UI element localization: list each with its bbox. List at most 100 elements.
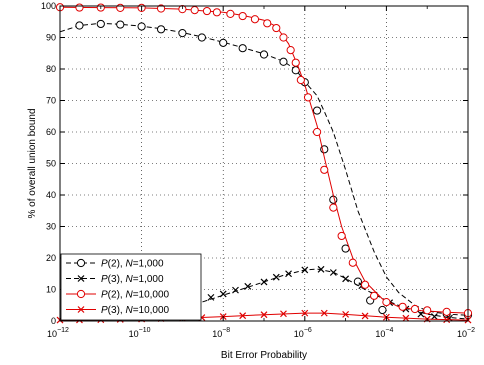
data-point xyxy=(286,46,295,55)
data-point xyxy=(207,293,215,301)
data-point xyxy=(190,5,199,15)
data-point xyxy=(291,58,300,67)
data-point xyxy=(342,275,350,283)
marker-x-stroke xyxy=(272,273,280,281)
legend-swatch-marker xyxy=(76,258,86,268)
data-point xyxy=(410,304,420,314)
data-point xyxy=(423,306,432,315)
data-point xyxy=(238,44,247,53)
y-tick-label: 40 xyxy=(46,190,56,200)
legend-label: P(3), N=1,000 xyxy=(101,274,164,285)
x-tick-label: 10−2 xyxy=(457,327,475,339)
marker-x-stroke xyxy=(301,309,309,317)
data-point xyxy=(260,311,268,319)
x-axis-label: Bit Error Probability xyxy=(221,350,307,361)
data-point xyxy=(301,309,309,317)
data-point xyxy=(296,75,305,85)
data-point xyxy=(178,28,187,38)
y-tick-label: 70 xyxy=(46,96,56,106)
x-tick-label: 10−6 xyxy=(294,327,312,339)
y-tick-label: 50 xyxy=(46,159,56,169)
marker-x-stroke xyxy=(77,306,85,313)
data-point xyxy=(443,316,451,324)
marker-x-stroke xyxy=(443,316,451,324)
data-point xyxy=(279,33,288,42)
data-point xyxy=(329,203,338,212)
x-tick-label: 10−8 xyxy=(212,327,230,339)
data-point xyxy=(361,312,369,320)
data-point xyxy=(378,305,387,315)
data-point xyxy=(272,23,281,33)
marker-x-stroke xyxy=(329,269,337,276)
data-point xyxy=(348,258,357,267)
data-point xyxy=(96,19,105,29)
data-point xyxy=(301,266,309,274)
data-point xyxy=(232,286,239,294)
legend-entry: P(2), N=1,000 xyxy=(66,259,164,270)
data-point xyxy=(244,282,252,290)
legend-label: P(2), N=1,000 xyxy=(101,259,164,270)
y-tick-label: 0 xyxy=(51,316,56,326)
marker-x-stroke xyxy=(301,266,309,274)
legend-label: P(2), N=10,000 xyxy=(101,290,170,301)
data-point xyxy=(116,3,125,12)
data-point xyxy=(116,20,125,29)
data-point xyxy=(329,269,337,276)
data-point xyxy=(329,195,338,204)
data-point xyxy=(260,278,268,286)
legend-swatch-marker xyxy=(76,289,86,299)
legend: P(2), N=1,000 P(3), N=1,000 P(2), N=10,000… xyxy=(60,253,202,321)
marker-x-stroke xyxy=(260,278,268,286)
data-point xyxy=(137,22,146,31)
data-point xyxy=(212,8,221,17)
marker-x-stroke xyxy=(77,275,85,282)
y-tick-label: 80 xyxy=(46,64,56,74)
marker-x-stroke xyxy=(402,314,410,322)
data-point xyxy=(320,309,328,317)
marker-x-stroke xyxy=(239,312,247,320)
data-point xyxy=(250,15,260,24)
legend-entry: P(3), N=10,000 xyxy=(66,305,170,316)
data-point xyxy=(320,165,329,174)
y-tick-label: 90 xyxy=(46,33,56,43)
x-tick-label: 10−12 xyxy=(47,327,69,339)
data-point xyxy=(202,6,212,16)
data-point xyxy=(280,310,287,318)
series-3 xyxy=(55,3,473,318)
data-point xyxy=(259,50,269,59)
data-point xyxy=(75,3,84,12)
y-tick-label: 20 xyxy=(46,253,56,263)
legend-entry: P(3), N=1,000 xyxy=(66,274,164,285)
marker-x-stroke xyxy=(207,293,215,301)
y-tick-label: 60 xyxy=(46,127,56,137)
data-point xyxy=(317,265,325,273)
marker-x-stroke xyxy=(417,310,425,318)
marker-x-stroke xyxy=(320,309,328,317)
data-point xyxy=(219,38,228,47)
data-point xyxy=(219,290,227,298)
series-line xyxy=(59,22,469,316)
data-point xyxy=(402,314,410,322)
marker-x-stroke xyxy=(342,310,350,318)
data-point xyxy=(398,302,407,311)
legend-swatch-marker xyxy=(77,306,85,313)
data-point xyxy=(442,307,451,316)
data-point xyxy=(417,310,425,318)
data-point xyxy=(239,312,247,320)
marker-x-stroke xyxy=(285,270,292,278)
marker-x-stroke xyxy=(219,290,227,298)
data-point xyxy=(430,313,438,321)
y-axis-label: % of overall union bound xyxy=(27,108,38,218)
data-point xyxy=(360,280,370,289)
legend-entry: P(2), N=10,000 xyxy=(66,290,170,301)
data-point xyxy=(263,19,272,28)
data-point xyxy=(312,106,322,115)
y-tick-label: 30 xyxy=(46,222,56,232)
data-point xyxy=(312,127,322,137)
data-point xyxy=(279,57,288,66)
data-point xyxy=(285,270,292,278)
marker-x-stroke xyxy=(232,286,239,294)
data-point xyxy=(382,298,391,307)
x-tick-label: 10−4 xyxy=(375,327,393,339)
